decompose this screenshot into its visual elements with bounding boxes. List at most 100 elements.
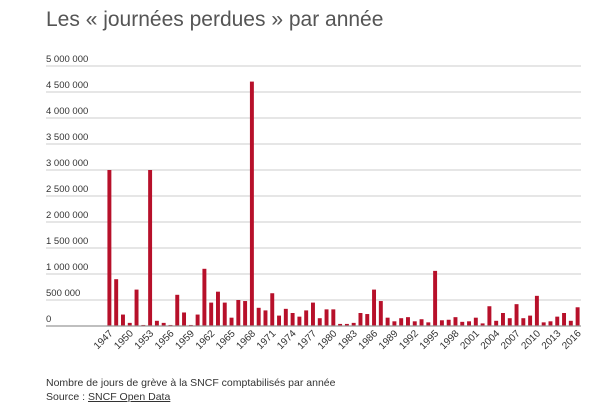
- y-tick-label: 2 500 000: [46, 184, 88, 195]
- y-tick-label: 1 500 000: [46, 236, 88, 247]
- bar-1971: [270, 293, 275, 326]
- bar-1989: [392, 321, 397, 326]
- bar-1958: [182, 312, 187, 326]
- x-tick-label: 1974: [275, 328, 299, 352]
- bar-1953: [148, 170, 153, 326]
- bar-1997: [446, 319, 451, 326]
- bar-2009: [528, 315, 533, 326]
- bar-1998: [453, 317, 458, 326]
- x-tick-label: 1959: [173, 328, 197, 352]
- y-axis-labels: 0 500 000 1 000 000 1 500 000 2 000 000 2 500…: [46, 54, 88, 325]
- bar-1950: [127, 322, 132, 326]
- bar-1975: [297, 316, 302, 326]
- bar-1962: [209, 302, 214, 326]
- bar-1988: [385, 317, 390, 326]
- bar-1966: [236, 300, 241, 326]
- bar-2015: [568, 320, 573, 326]
- x-tick-label: 1977: [296, 328, 320, 352]
- bar-2016: [575, 307, 580, 326]
- chart-source: Source : SNCF Open Data: [46, 391, 170, 403]
- bar-2008: [521, 318, 526, 326]
- bar-2006: [507, 318, 512, 326]
- bar-1976: [304, 310, 309, 326]
- x-tick-label: 1971: [255, 328, 279, 352]
- x-tick-label: 2010: [520, 328, 544, 352]
- bar-1963: [216, 291, 220, 326]
- bar-2007: [514, 304, 519, 326]
- bar-1979: [324, 309, 329, 326]
- bar-1968: [249, 81, 254, 326]
- bar-1977: [311, 302, 315, 326]
- bar-1987: [378, 301, 383, 326]
- bar-1949: [121, 314, 125, 326]
- bar-2005: [501, 313, 505, 326]
- bar-1995: [433, 270, 438, 326]
- x-tick-label: 1962: [194, 328, 218, 352]
- y-tick-label: 5 000 000: [46, 54, 88, 65]
- y-tick-label: 1 000 000: [46, 262, 88, 273]
- bar-2000: [467, 321, 472, 326]
- bar-2014: [562, 313, 567, 326]
- bar-1961: [202, 268, 207, 326]
- bar-2002: [480, 323, 485, 326]
- bar-2012: [548, 321, 553, 326]
- x-tick-label: 2004: [479, 328, 503, 352]
- bar-2010: [534, 295, 539, 326]
- x-tick-label: 1956: [153, 328, 177, 352]
- bar-1993: [419, 319, 424, 326]
- x-tick-label: 1998: [438, 328, 462, 352]
- x-tick-label: 2016: [560, 328, 584, 352]
- x-tick-label: 1965: [214, 328, 238, 352]
- x-tick-label: 1953: [133, 328, 157, 352]
- bar-1994: [426, 322, 431, 326]
- x-tick-label: 2007: [499, 328, 523, 352]
- bar-1999: [460, 321, 465, 326]
- bar-1986: [372, 289, 377, 326]
- bar-1957: [175, 294, 180, 326]
- bar-1964: [222, 302, 227, 326]
- x-tick-label: 1986: [357, 328, 381, 352]
- bar-1985: [365, 314, 370, 326]
- chart-title: Les « journées perdues » par année: [46, 8, 384, 31]
- bars: [107, 81, 580, 326]
- bar-1973: [283, 308, 288, 326]
- bar-2001: [473, 317, 478, 326]
- y-tick-label: 0: [46, 314, 51, 325]
- bar-1969: [256, 307, 261, 326]
- bar-1980: [331, 309, 336, 326]
- bar-1955: [161, 322, 166, 326]
- bar-1996: [439, 320, 444, 326]
- x-tick-label: 2001: [458, 328, 482, 352]
- x-tick-label: 1989: [377, 328, 401, 352]
- bar-1948: [114, 279, 119, 326]
- y-tick-label: 4 000 000: [46, 106, 88, 117]
- y-tick-label: 3 500 000: [46, 132, 88, 143]
- bar-1981: [338, 323, 343, 326]
- bar-1991: [406, 317, 410, 326]
- bar-1972: [277, 315, 282, 326]
- bar-1970: [263, 310, 268, 326]
- x-axis-labels: 1947195019531956195919621965196819711974…: [92, 328, 584, 352]
- bar-1967: [243, 301, 248, 326]
- chart-caption: Nombre de jours de grève à la SNCF compt…: [46, 377, 336, 389]
- source-link[interactable]: SNCF Open Data: [88, 391, 171, 403]
- grid-lines: [46, 65, 581, 301]
- bar-1974: [290, 313, 295, 326]
- bar-1978: [317, 318, 322, 326]
- x-tick-label: 1950: [112, 328, 136, 352]
- source-prefix: Source :: [46, 391, 89, 403]
- bar-1990: [399, 318, 404, 326]
- x-tick-label: 1968: [235, 328, 259, 352]
- x-tick-label: 1980: [316, 328, 340, 352]
- bar-2003: [487, 306, 492, 326]
- y-tick-label: 3 000 000: [46, 158, 88, 169]
- y-tick-label: 4 500 000: [46, 80, 88, 91]
- bar-1951: [134, 289, 139, 326]
- y-tick-label: 500 000: [46, 288, 80, 299]
- x-tick-label: 1992: [397, 328, 421, 352]
- bar-2004: [494, 320, 499, 326]
- x-tick-label: 1995: [418, 328, 442, 352]
- bar-1960: [195, 314, 200, 326]
- bar-1982: [344, 323, 349, 326]
